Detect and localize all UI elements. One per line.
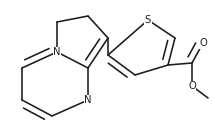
Text: N: N	[53, 47, 61, 57]
Text: N: N	[84, 95, 92, 105]
Text: O: O	[199, 38, 207, 48]
Text: S: S	[145, 15, 151, 25]
Text: O: O	[188, 81, 196, 91]
